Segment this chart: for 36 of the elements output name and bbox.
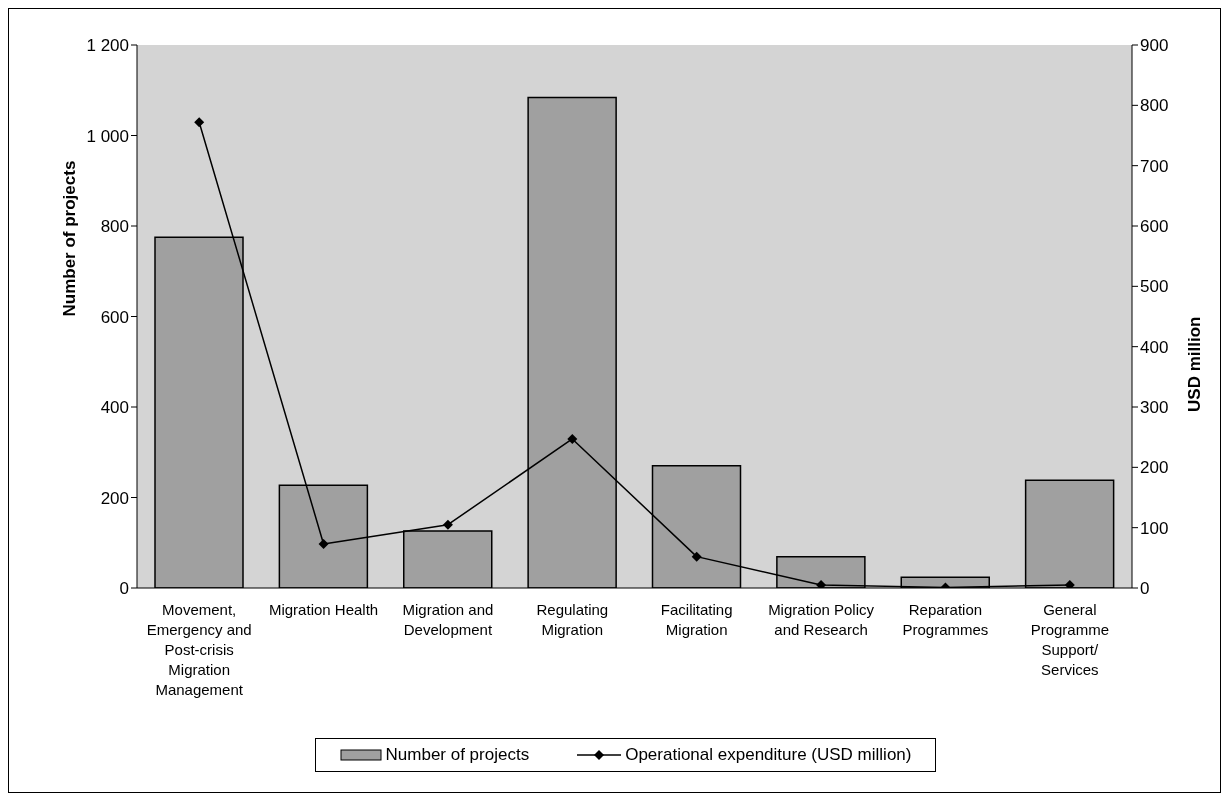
x-tick-label: Migration and Development [402, 600, 494, 638]
y2-tick-label: 0 [1140, 579, 1150, 599]
point [691, 551, 702, 562]
legend-label: Number of projects [385, 745, 530, 765]
y2-tick-label: 700 [1140, 156, 1169, 176]
y-tick-label: 200 [100, 488, 129, 508]
y-tick-label: 0 [119, 579, 129, 599]
point [1064, 579, 1075, 588]
x-tick-label: Movement, Emergency and Post-crisis Migration Management [146, 600, 252, 698]
x-tick-label: Facilitating Migration [660, 600, 733, 638]
y2-tick-label: 300 [1140, 398, 1169, 418]
x-tick-label: Reparation Programmes [902, 600, 989, 638]
point [567, 433, 578, 444]
y2-tick-label: 500 [1140, 277, 1169, 297]
x-tick-label: Regulating Migration [536, 600, 609, 638]
legend-label: Operational expenditure (USD million) [625, 745, 912, 765]
y-tick-label: 1 200 [86, 36, 129, 56]
point [318, 538, 329, 549]
x-tick-label: Migration Health [268, 600, 379, 618]
y2-tick-label: 400 [1140, 337, 1169, 357]
y-tick-label: 1 000 [86, 126, 129, 146]
y-axis-title: Number of projects [60, 160, 80, 317]
x-tick-label: General Programme Support/ Services [1030, 600, 1109, 678]
y2-tick-label: 200 [1140, 458, 1169, 478]
y2-tick-label: 100 [1140, 518, 1169, 538]
y2-tick-label: 600 [1140, 217, 1169, 237]
y2-tick-label: 900 [1140, 36, 1169, 56]
y2-tick-label: 800 [1140, 96, 1169, 116]
y-tick-label: 600 [100, 307, 129, 327]
y-tick-label: 400 [100, 398, 129, 418]
point [442, 519, 453, 530]
y2-axis-title: USD million [1185, 316, 1205, 412]
point [816, 579, 827, 588]
x-tick-label: Migration Policy and Research [768, 600, 875, 638]
y-tick-label: 800 [100, 217, 129, 237]
point [194, 117, 205, 128]
